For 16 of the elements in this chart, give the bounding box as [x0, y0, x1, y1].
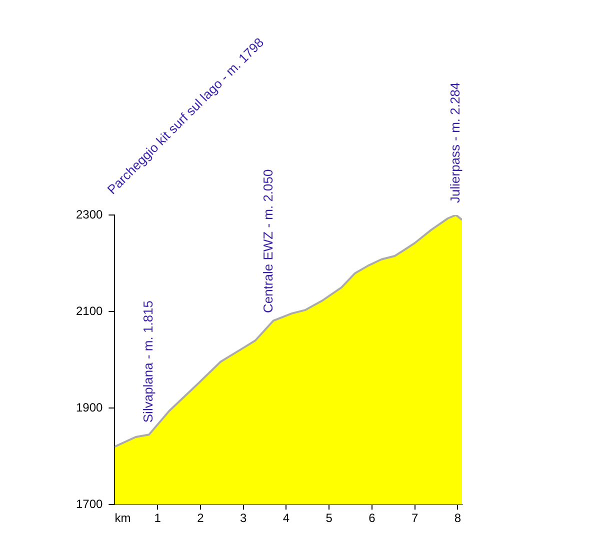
annotation: Silvaplana - m. 1.815 — [140, 300, 156, 423]
y-tick-label: 2100 — [76, 304, 104, 318]
annotation: Centrale EWZ - m. 2.050 — [260, 169, 276, 314]
x-tick-label: 3 — [240, 511, 247, 526]
y-tick-label: 1900 — [76, 400, 104, 414]
x-tick-label: 6 — [368, 511, 376, 526]
y-tick-label: 1700 — [76, 496, 104, 511]
x-tick-label: 8 — [454, 511, 462, 526]
x-tick-label: 2 — [197, 511, 204, 526]
x-tick-label: 4 — [282, 511, 290, 526]
y-tick-label: 2300 — [76, 207, 104, 222]
x-tick-label: 7 — [411, 511, 418, 526]
annotation: Julierpass - m. 2.284 — [448, 82, 463, 203]
x-axis-title: km — [114, 510, 131, 525]
x-tick-label: 5 — [326, 511, 333, 526]
x-tick-label: 1 — [154, 511, 162, 526]
